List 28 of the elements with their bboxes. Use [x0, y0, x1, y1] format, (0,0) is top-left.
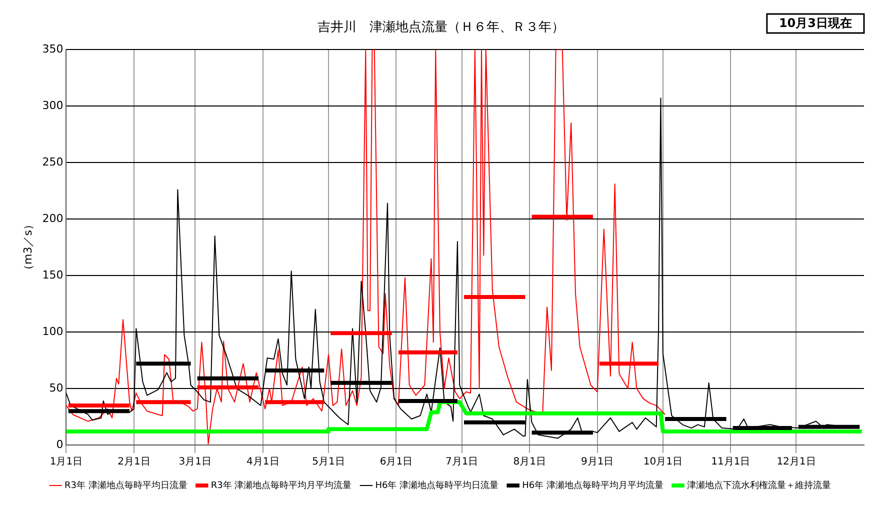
x-tick-label: 7月1日	[445, 456, 478, 468]
x-tick-label: 5月1日	[312, 456, 345, 468]
y-tick-label: 50	[49, 381, 64, 394]
legend-label: H6年 津瀬地点毎時平均日流量	[375, 480, 499, 491]
y-axis-title: （m3／s）	[21, 219, 34, 276]
x-tick-label: 10月1日	[643, 456, 682, 468]
y-tick-label: 150	[42, 268, 64, 282]
chart-title: 吉井川 津瀬地点流量（Ｈ６年、Ｒ３年）	[318, 19, 564, 36]
x-tick-label: 9月1日	[580, 456, 614, 468]
text: 10月3日現在	[778, 16, 852, 30]
y-tick-label: 200	[42, 212, 64, 225]
legend-label: R3年 津瀬地点毎時平均月平均流量	[210, 480, 352, 491]
x-tick-label: 12月1日	[776, 456, 816, 468]
x-tick-label: 2月1日	[118, 456, 150, 468]
y-tick-label: 100	[42, 324, 64, 338]
y-tick-label: 0	[56, 438, 64, 451]
y-tick-label: 300	[42, 98, 64, 112]
y-tick-label: 350	[42, 42, 64, 56]
legend-label: R3年 津瀬地点毎時平均日流量	[64, 480, 188, 491]
x-tick-label: 4月1日	[246, 456, 280, 468]
legend-label: 津瀬地点下流水利権流量＋維持流量	[686, 480, 831, 491]
x-tick-label: 11月1日	[711, 456, 750, 468]
x-tick-label: 1月1日	[50, 456, 83, 468]
x-tick-label: 8月1日	[513, 456, 546, 468]
legend-label: H6年 津瀬地点毎時平均月平均流量	[522, 480, 664, 491]
x-tick-label: 6月1日	[380, 456, 413, 468]
x-tick-label: 3月1日	[178, 456, 212, 468]
y-tick-label: 250	[42, 155, 64, 168]
